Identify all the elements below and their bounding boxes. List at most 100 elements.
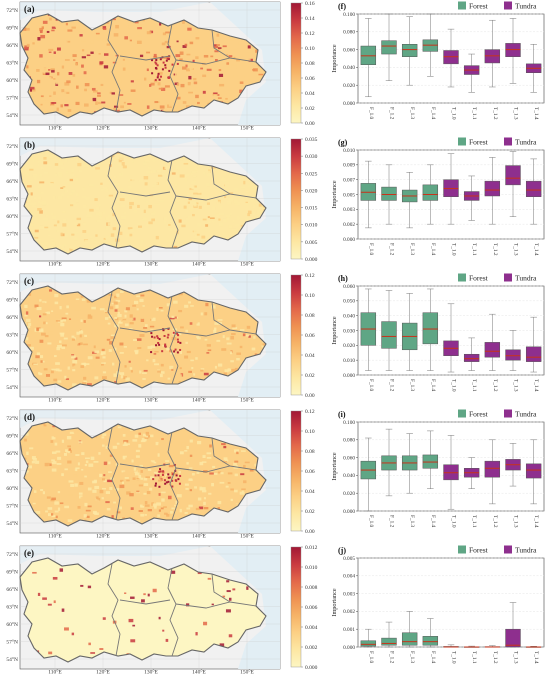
raster-cell: [178, 309, 183, 313]
raster-cell: [157, 481, 161, 486]
raster-cell: [132, 477, 136, 480]
raster-cell: [165, 56, 171, 59]
raster-cell: [44, 110, 48, 114]
raster-cell: [60, 104, 63, 108]
raster-cell: [185, 24, 190, 29]
hotspot-cell: [154, 482, 157, 485]
raster-cell: [216, 33, 220, 37]
region-boundary: [175, 465, 257, 473]
raster-cell: [218, 331, 222, 336]
y-tick-label: 0.002: [343, 222, 355, 228]
raster-cell: [61, 608, 65, 612]
box-T_1.1: T_1.1: [463, 645, 480, 664]
raster-cell: [116, 75, 122, 78]
hotspot-cell: [167, 333, 170, 336]
raster-cell: [94, 376, 99, 380]
raster-cell: [36, 306, 42, 311]
raster-cell: [198, 199, 204, 203]
raster-cell: [32, 42, 35, 45]
raster-cell: [133, 339, 138, 342]
boxplot-panel-4: 0.0000.0200.0400.0600.0800.100Importance…: [331, 409, 545, 528]
raster-cell: [83, 376, 87, 380]
raster-cell: [145, 85, 150, 88]
raster-cell: [53, 195, 56, 200]
raster-cell: [238, 51, 241, 54]
y-tick-label: 0.001: [343, 627, 355, 633]
raster-cell: [57, 319, 63, 323]
raster-cell: [44, 226, 49, 229]
raster-cell: [152, 359, 156, 363]
raster-cell: [60, 232, 63, 236]
raster-cell: [87, 505, 92, 508]
raster-cell: [234, 203, 240, 205]
raster-cell: [25, 173, 30, 177]
raster-cell: [53, 289, 57, 293]
raster-cell: [216, 201, 221, 205]
raster-cell: [44, 241, 48, 245]
raster-cell: [223, 232, 226, 235]
raster-cell: [187, 94, 190, 97]
raster-cell: [124, 365, 127, 368]
raster-cell: [114, 244, 117, 247]
raster-cell: [54, 501, 59, 505]
raster-cell: [119, 290, 124, 293]
x-tick-label: T_1.0: [451, 379, 457, 392]
raster-cell: [144, 501, 148, 505]
raster-cell: [193, 236, 198, 239]
raster-cell: [156, 502, 161, 506]
raster-cell: [148, 166, 152, 169]
raster-cell: [117, 83, 121, 87]
raster-cell: [159, 303, 164, 307]
raster-cell: [184, 483, 189, 486]
raster-cell: [105, 226, 109, 230]
raster-cell: [34, 233, 40, 237]
hotspot-cell: [159, 468, 162, 471]
raster-cell: [143, 492, 147, 495]
hotspot-cell: [150, 351, 153, 354]
raster-cell: [143, 483, 149, 486]
raster-cell: [256, 77, 262, 80]
raster-cell: [59, 502, 64, 505]
legend-tundra-label: Tundra: [515, 2, 537, 11]
raster-cell: [98, 212, 103, 217]
raster-cell: [164, 165, 169, 170]
raster-cell: [106, 338, 111, 341]
raster-cell: [150, 460, 155, 463]
raster-cell: [61, 439, 65, 443]
raster-cell: [58, 173, 63, 177]
raster-cell: [73, 222, 79, 225]
y-tick-label: 0.030: [343, 328, 355, 334]
raster-cell: [132, 304, 137, 307]
raster-cell: [203, 372, 209, 376]
raster-cell: [113, 105, 119, 108]
x-tick-label: F_1.0: [368, 379, 374, 392]
lat-label: 66°N: [6, 178, 18, 185]
raster-cell: [186, 53, 191, 56]
raster-cell: [64, 375, 67, 379]
raster-cell: [131, 481, 136, 485]
raster-cell: [144, 78, 149, 82]
raster-cell: [103, 237, 106, 240]
legend-forest-swatch: [458, 273, 466, 282]
raster-cell: [97, 101, 102, 105]
raster-cell: [43, 368, 48, 371]
raster-cell: [167, 510, 171, 513]
raster-cell: [234, 460, 239, 463]
raster-cell: [52, 244, 56, 247]
y-tick-label: 0.080: [343, 438, 355, 444]
raster-cell: [86, 299, 91, 303]
study-area-outline: [19, 13, 267, 119]
raster-cell: [108, 461, 111, 465]
raster-cell: [153, 471, 158, 474]
raster-cell: [146, 68, 149, 72]
raster-cell: [206, 456, 212, 459]
hotspot-cell: [165, 59, 168, 62]
raster-cell: [189, 207, 194, 211]
raster-cell: [121, 481, 124, 484]
raster-cell: [140, 477, 143, 480]
raster-cell: [42, 302, 46, 305]
raster-cell: [193, 185, 197, 188]
raster-cell: [115, 480, 119, 484]
colorbar-tick-label: 0.030: [305, 154, 318, 160]
box-iqr: [381, 637, 397, 646]
